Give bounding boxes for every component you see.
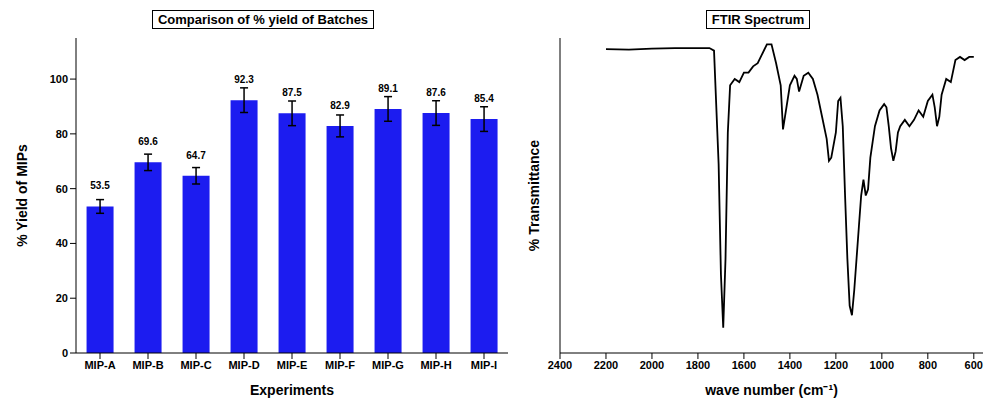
svg-text:MIP-G: MIP-G: [372, 359, 404, 371]
svg-text:wave number (cm⁻¹): wave number (cm⁻¹): [704, 382, 838, 398]
html-text:FTIR Spectrum: FTIR Spectrum: [711, 12, 805, 27]
svg-text:82.9: 82.9: [330, 100, 350, 111]
svg-text:89.1: 89.1: [378, 83, 398, 94]
svg-text:Experiments: Experiments: [250, 382, 334, 398]
svg-text:2000: 2000: [640, 359, 664, 371]
svg-text:MIP-I: MIP-I: [471, 359, 497, 371]
svg-text:MIP-A: MIP-A: [84, 359, 115, 371]
svg-text:60: 60: [56, 183, 68, 195]
svg-text:MIP-E: MIP-E: [277, 359, 308, 371]
svg-text:2200: 2200: [594, 359, 618, 371]
svg-text:MIP-H: MIP-H: [420, 359, 451, 371]
svg-text:53.5: 53.5: [90, 180, 110, 191]
svg-text:0: 0: [62, 347, 68, 359]
svg-text:MIP-C: MIP-C: [180, 359, 211, 371]
svg-text:MIP-F: MIP-F: [325, 359, 355, 371]
svg-text:1200: 1200: [824, 359, 848, 371]
svg-text:64.7: 64.7: [186, 150, 206, 161]
svg-text:1000: 1000: [870, 359, 894, 371]
svg-text:100: 100: [50, 73, 68, 85]
svg-text:1400: 1400: [778, 359, 802, 371]
html-text:Comparison of % yield of Batch: Comparison of % yield of Batches: [157, 12, 369, 27]
svg-text:% Yield of MIPs: % Yield of MIPs: [14, 144, 30, 247]
svg-text:92.3: 92.3: [234, 74, 254, 85]
svg-text:600: 600: [965, 359, 983, 371]
svg-text:MIP-D: MIP-D: [228, 359, 259, 371]
svg-text:1600: 1600: [732, 359, 756, 371]
svg-text:87.5: 87.5: [282, 87, 302, 98]
svg-text:1800: 1800: [686, 359, 710, 371]
svg-text:2400: 2400: [548, 359, 572, 371]
svg-text:20: 20: [56, 292, 68, 304]
svg-text:85.4: 85.4: [474, 93, 494, 104]
svg-text:800: 800: [919, 359, 937, 371]
svg-text:80: 80: [56, 128, 68, 140]
svg-text:% Transmittance: % Transmittance: [526, 140, 542, 251]
svg-text:87.6: 87.6: [426, 87, 446, 98]
svg-text:MIP-B: MIP-B: [132, 359, 163, 371]
svg-text:40: 40: [56, 237, 68, 249]
svg-text:69.6: 69.6: [138, 136, 158, 147]
